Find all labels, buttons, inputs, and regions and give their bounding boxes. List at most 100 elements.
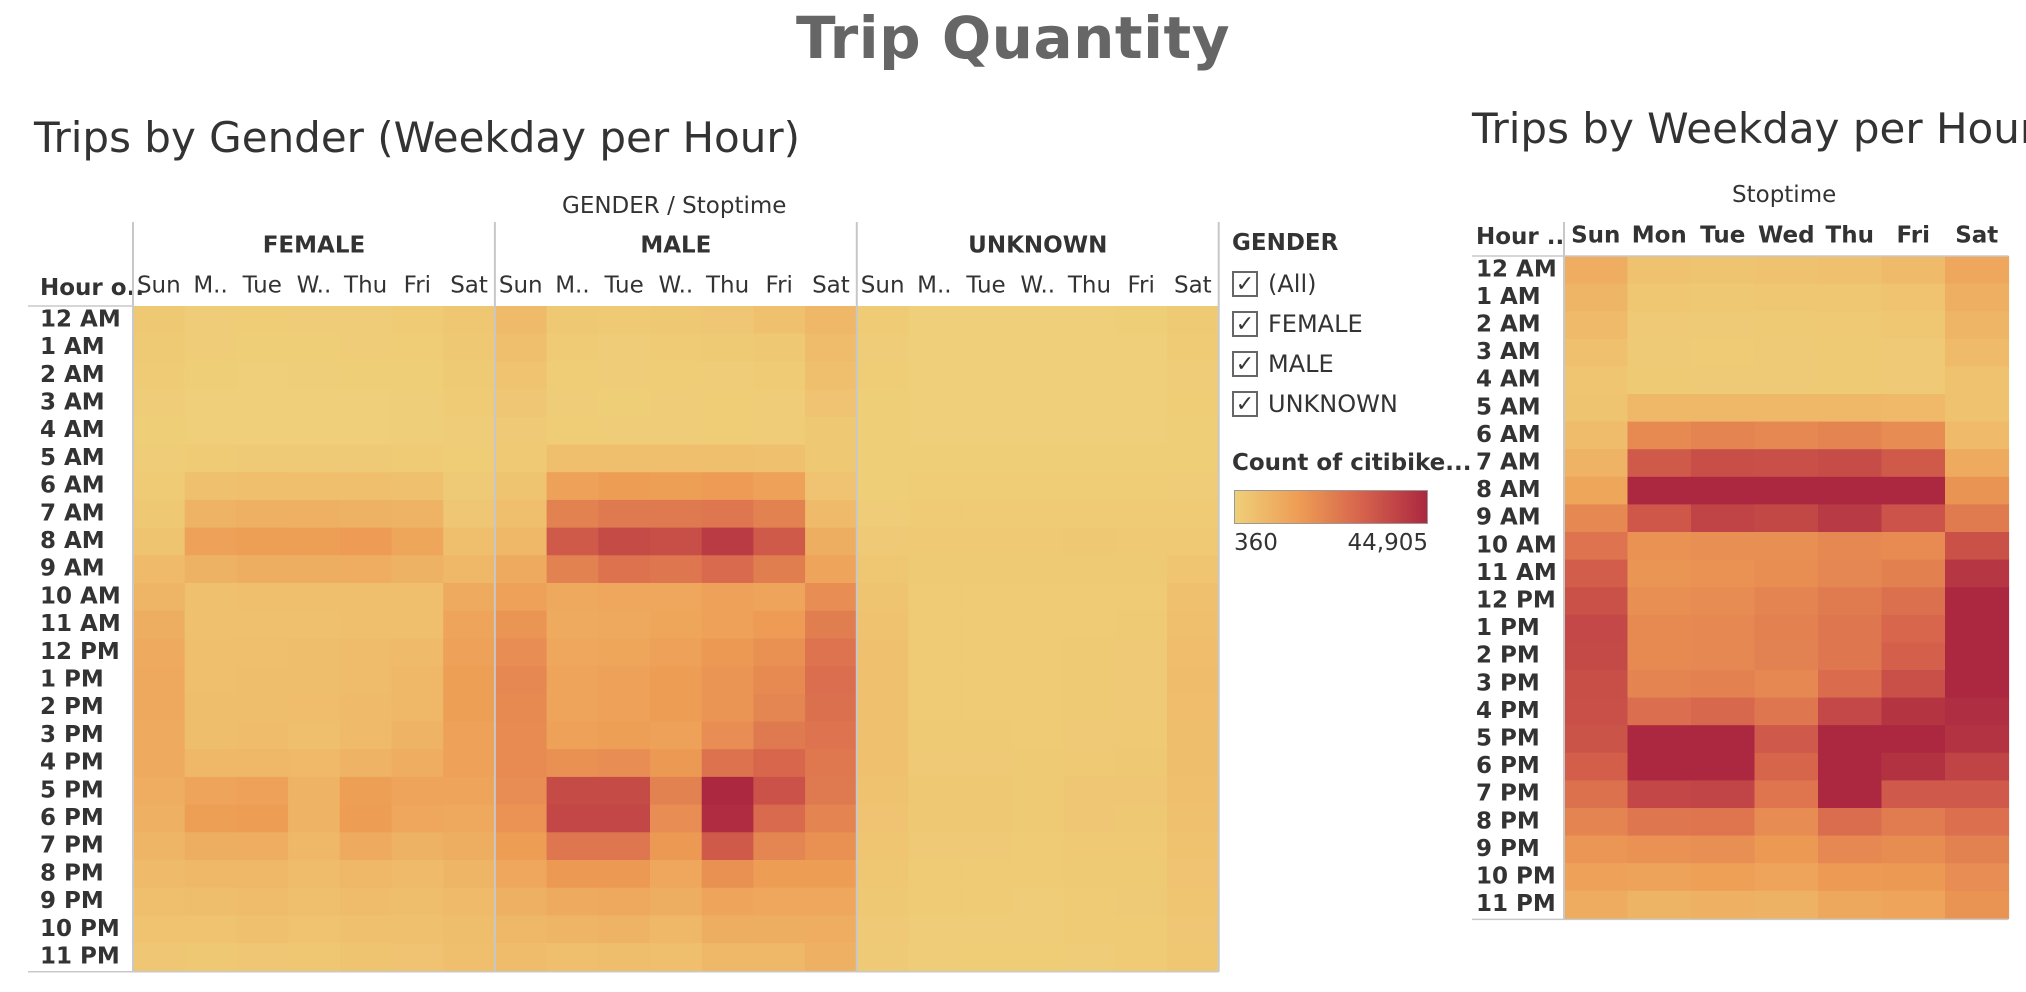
heatmap-cell[interactable] xyxy=(856,333,910,362)
heatmap-cell[interactable] xyxy=(1754,338,1819,367)
heatmap-cell[interactable] xyxy=(1691,614,1756,643)
heatmap-cell[interactable] xyxy=(1167,693,1220,723)
heatmap-cell[interactable] xyxy=(133,444,186,473)
heatmap-cell[interactable] xyxy=(1945,532,2010,561)
heatmap-cell[interactable] xyxy=(908,306,961,335)
heatmap-cell[interactable] xyxy=(1945,311,2010,340)
heatmap-cell[interactable] xyxy=(1115,776,1168,806)
heatmap-cell[interactable] xyxy=(1754,890,1819,919)
heatmap-cell[interactable] xyxy=(650,306,703,335)
heatmap-cell[interactable] xyxy=(1564,449,1629,478)
heatmap-cell[interactable] xyxy=(288,776,341,806)
heatmap-cell[interactable] xyxy=(1564,421,1629,450)
heatmap-cell[interactable] xyxy=(133,306,186,335)
heatmap-cell[interactable] xyxy=(494,444,548,473)
heatmap-cell[interactable] xyxy=(236,721,289,750)
heatmap-cell[interactable] xyxy=(1011,860,1065,889)
heatmap-cell[interactable] xyxy=(650,693,703,723)
heatmap-cell[interactable] xyxy=(133,887,186,916)
heatmap-cell[interactable] xyxy=(1063,860,1116,889)
heatmap-cell[interactable] xyxy=(184,943,237,972)
heatmap-cell[interactable] xyxy=(1063,776,1116,806)
heatmap-cell[interactable] xyxy=(856,527,910,556)
heatmap-cell[interactable] xyxy=(184,306,237,335)
heatmap-cell[interactable] xyxy=(960,361,1013,390)
heatmap-cell[interactable] xyxy=(494,776,548,806)
heatmap-cell[interactable] xyxy=(805,638,858,667)
heatmap-cell[interactable] xyxy=(908,333,961,362)
heatmap-cell[interactable] xyxy=(546,860,599,889)
heatmap-cell[interactable] xyxy=(1754,808,1819,837)
heatmap-cell[interactable] xyxy=(960,776,1013,806)
heatmap-cell[interactable] xyxy=(339,610,393,639)
heatmap-cell[interactable] xyxy=(701,389,754,418)
heatmap-cell[interactable] xyxy=(856,776,910,806)
checkbox-checked-icon[interactable]: ✓ xyxy=(1232,391,1258,417)
checkbox-checked-icon[interactable]: ✓ xyxy=(1232,271,1258,297)
heatmap-cell[interactable] xyxy=(908,887,961,916)
heatmap-cell[interactable] xyxy=(1167,804,1220,833)
heatmap-cell[interactable] xyxy=(391,749,444,778)
heatmap-cell[interactable] xyxy=(753,583,806,612)
heatmap-cell[interactable] xyxy=(908,444,961,473)
filter-item-male[interactable]: ✓ MALE xyxy=(1232,344,1452,384)
heatmap-cell[interactable] xyxy=(1063,943,1116,972)
heatmap-cell[interactable] xyxy=(908,721,961,750)
heatmap-cell[interactable] xyxy=(288,306,341,335)
heatmap-cell[interactable] xyxy=(1063,361,1116,390)
heatmap-cell[interactable] xyxy=(960,610,1013,639)
heatmap-cell[interactable] xyxy=(1754,311,1819,340)
heatmap-cell[interactable] xyxy=(753,638,806,667)
heatmap-cell[interactable] xyxy=(908,749,961,778)
heatmap-cell[interactable] xyxy=(494,749,548,778)
heatmap-cell[interactable] xyxy=(546,361,599,390)
heatmap-cell[interactable] xyxy=(856,915,910,944)
heatmap-cell[interactable] xyxy=(650,943,703,972)
heatmap-cell[interactable] xyxy=(908,804,961,833)
heatmap-cell[interactable] xyxy=(1881,670,1946,699)
heatmap-cell[interactable] xyxy=(960,804,1013,833)
heatmap-cell[interactable] xyxy=(1945,504,2010,533)
heatmap-cell[interactable] xyxy=(1564,614,1629,643)
heatmap-cell[interactable] xyxy=(236,361,289,390)
heatmap-cell[interactable] xyxy=(856,389,910,418)
heatmap-cell[interactable] xyxy=(546,693,599,723)
heatmap-cell[interactable] xyxy=(1945,808,2010,837)
heatmap-cell[interactable] xyxy=(805,361,858,390)
heatmap-cell[interactable] xyxy=(546,583,599,612)
heatmap-cell[interactable] xyxy=(1564,311,1629,340)
heatmap-cell[interactable] xyxy=(1063,832,1116,861)
heatmap-cell[interactable] xyxy=(1115,583,1168,612)
heatmap-cell[interactable] xyxy=(1754,725,1819,754)
heatmap-cell[interactable] xyxy=(184,389,237,418)
heatmap-cell[interactable] xyxy=(598,389,651,418)
heatmap-cell[interactable] xyxy=(753,721,806,750)
heatmap-cell[interactable] xyxy=(391,943,444,972)
heatmap-cell[interactable] xyxy=(650,555,703,584)
heatmap-cell[interactable] xyxy=(1063,638,1116,667)
heatmap-cell[interactable] xyxy=(1754,449,1819,478)
heatmap-cell[interactable] xyxy=(1754,504,1819,533)
heatmap-cell[interactable] xyxy=(1167,306,1220,335)
heatmap-cell[interactable] xyxy=(1115,638,1168,667)
heatmap-cell[interactable] xyxy=(1011,389,1065,418)
heatmap-cell[interactable] xyxy=(443,666,496,695)
heatmap-cell[interactable] xyxy=(288,860,341,889)
heatmap-cell[interactable] xyxy=(1627,808,1692,837)
heatmap-cell[interactable] xyxy=(960,306,1013,335)
heatmap-cell[interactable] xyxy=(546,306,599,335)
heatmap-cell[interactable] xyxy=(288,721,341,750)
filter-item-unknown[interactable]: ✓ UNKNOWN xyxy=(1232,384,1452,424)
heatmap-cell[interactable] xyxy=(184,693,237,723)
heatmap-cell[interactable] xyxy=(1167,472,1220,501)
heatmap-cell[interactable] xyxy=(1115,527,1168,556)
heatmap-cell[interactable] xyxy=(1818,311,1883,340)
heatmap-cell[interactable] xyxy=(443,444,496,473)
heatmap-cell[interactable] xyxy=(546,749,599,778)
heatmap-cell[interactable] xyxy=(339,832,393,861)
heatmap-cell[interactable] xyxy=(494,583,548,612)
heatmap-cell[interactable] xyxy=(805,389,858,418)
checkbox-checked-icon[interactable]: ✓ xyxy=(1232,351,1258,377)
heatmap-cell[interactable] xyxy=(1818,283,1883,312)
heatmap-cell[interactable] xyxy=(1627,670,1692,699)
